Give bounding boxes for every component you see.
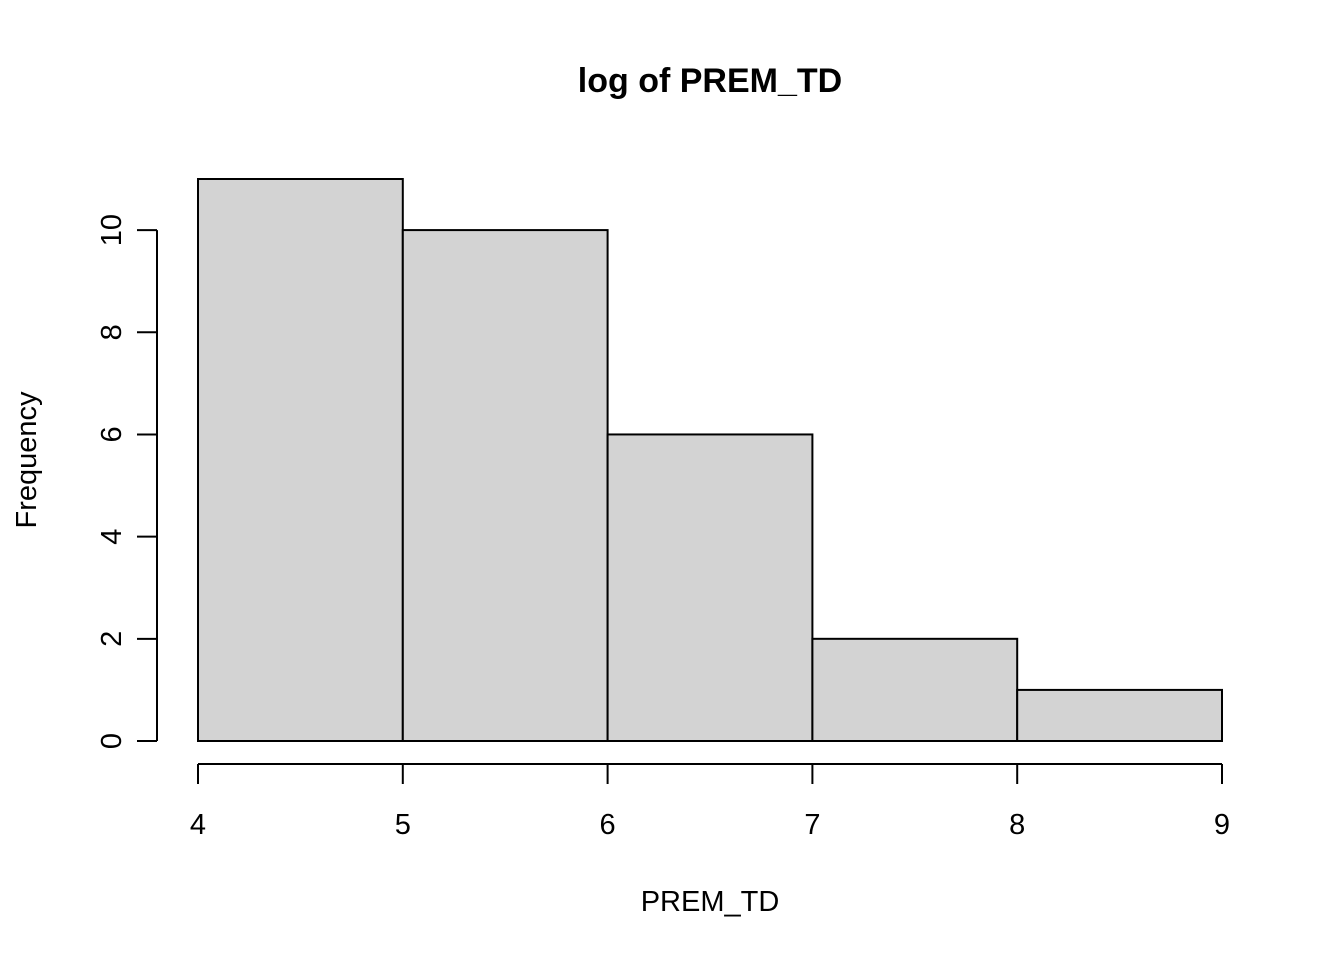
y-axis: 0 2 4 6 8 10 <box>96 214 158 749</box>
histogram-bar-3 <box>811 637 1019 742</box>
x-tick-label: 7 <box>804 809 820 841</box>
x-axis: 4 5 6 7 8 9 <box>190 763 1230 841</box>
y-tick-label: 0 <box>96 733 128 749</box>
y-tick-label: 8 <box>96 324 128 340</box>
y-tick-label: 4 <box>96 529 128 545</box>
chart-title: log of PREM_TD <box>578 62 842 100</box>
histogram-bar-0 <box>197 178 404 742</box>
x-tick-label: 9 <box>1214 809 1230 841</box>
bars-group <box>197 178 1224 743</box>
histogram-bar-4 <box>1016 688 1224 743</box>
y-tick-label: 2 <box>96 631 128 647</box>
histogram-bar-1 <box>401 229 609 742</box>
x-tick-label: 4 <box>190 809 206 841</box>
x-tick-label: 6 <box>600 809 616 841</box>
x-tick-label: 5 <box>395 809 411 841</box>
y-axis-label: Frequency <box>11 391 43 529</box>
x-tick-label: 8 <box>1009 809 1025 841</box>
histogram-bar-2 <box>606 433 814 742</box>
x-axis-label: PREM_TD <box>641 886 780 918</box>
y-tick-label: 6 <box>96 426 128 442</box>
y-tick-label: 10 <box>96 214 128 246</box>
